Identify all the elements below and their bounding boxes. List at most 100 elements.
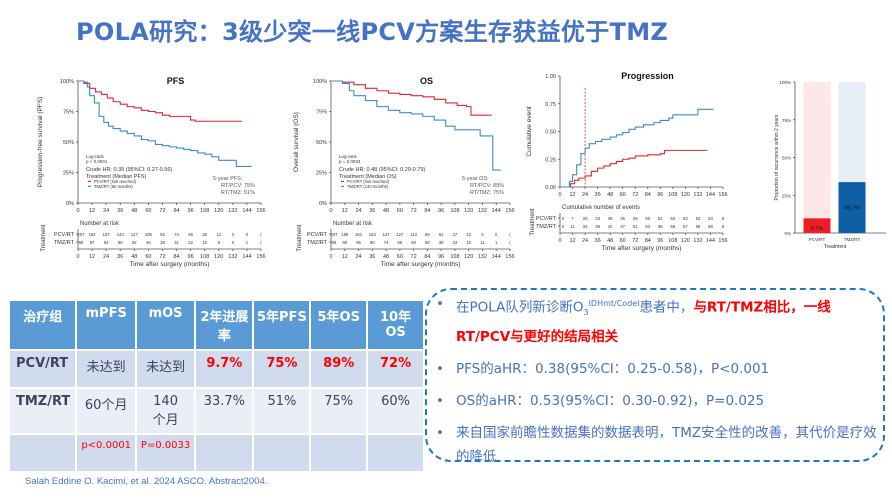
- x-tick-label: 156: [718, 192, 727, 198]
- x-tick-label: 84: [424, 208, 430, 214]
- bullet-emphasis: 与RT/TMZ相比，一线RT/PCV与更好的结局相关: [456, 299, 831, 346]
- chart-title: Progression: [621, 71, 674, 81]
- risk-x-tick-label: 132: [228, 254, 237, 260]
- header-cell: mOS: [134, 299, 197, 351]
- x-axis-label: Time after surgery (months): [602, 245, 682, 252]
- risk-x-tick-label: 24: [355, 254, 361, 260]
- series-line-tmz: [560, 108, 714, 188]
- risk-value: 64: [104, 240, 109, 245]
- risk-x-tick-label: 84: [173, 254, 179, 260]
- y-tick-label: 0.50: [545, 130, 556, 136]
- x-tick-label: 144: [706, 192, 715, 198]
- series-line-pcv: [560, 149, 708, 188]
- risk-value: 6: [232, 240, 235, 245]
- table-cell: 未达到: [134, 349, 197, 389]
- table-cell: [366, 433, 425, 473]
- bar-value-label: 33.7%: [844, 206, 860, 212]
- risk-value: 45: [620, 216, 625, 221]
- risk-value: 51: [633, 224, 638, 229]
- risk-x-tick-label: 36: [595, 238, 601, 244]
- risk-value: 3: [481, 232, 484, 237]
- table-cell: [309, 433, 369, 473]
- legend-title: Treatment (Median PFS): [86, 174, 146, 180]
- risk-value: 0: [495, 232, 498, 237]
- x-tick-label: 24: [355, 208, 361, 214]
- risk-value: 58: [696, 224, 701, 229]
- risk-value: 58: [708, 224, 713, 229]
- risk-x-tick-label: 144: [492, 254, 501, 260]
- x-tick-label: 36: [117, 208, 123, 214]
- risk-value: 143: [117, 232, 125, 237]
- y-tick-label: 25%: [63, 171, 74, 177]
- bullet-text: PFS的aHR：0.38(95%CI：0.25-0.58)，P<0.001: [456, 361, 770, 378]
- risk-x-tick-label: 48: [607, 238, 613, 244]
- risk-value: 199: [341, 232, 349, 237]
- x-axis-label: Time after surgery (months): [130, 261, 210, 268]
- risk-row-label: PCV/RT: [54, 232, 75, 238]
- risk-value: 5: [722, 216, 725, 221]
- callout-bullets: • 在POLA队列新诊断O3IDHmt/Codel患者中，与RT/TMZ相比，一…: [430, 292, 880, 477]
- risk-value: 87: [90, 240, 95, 245]
- y-tick-label: 50%: [316, 140, 327, 146]
- x-tick-label: 108: [200, 208, 209, 214]
- five-year-tmz: RT/TMZ: 51%: [221, 190, 255, 196]
- risk-row-label: TMZ/RT: [536, 224, 557, 230]
- risk-value: 46: [146, 240, 151, 245]
- risk-x-tick-label: 156: [718, 238, 727, 244]
- y-tick-label: 25%: [316, 171, 327, 177]
- bar-value-label: 9.7%: [811, 226, 824, 232]
- y-tick-label: 0%: [66, 201, 74, 207]
- x-tick-label: 60: [620, 192, 626, 198]
- risk-x-tick-label: 96: [188, 254, 194, 260]
- chart-title: PFS: [167, 76, 185, 86]
- risk-x-tick-label: 60: [145, 254, 151, 260]
- y-tick-label: 0%: [784, 231, 791, 236]
- legend-label: TMZ/RT (60 months): [94, 184, 133, 189]
- risk-value: (: [260, 240, 262, 245]
- x-tick-label: 156: [505, 208, 514, 214]
- risk-x-tick-label: 120: [681, 238, 690, 244]
- risk-value: (: [260, 232, 262, 237]
- risk-value: 53: [683, 216, 688, 221]
- risk-value: 39: [595, 224, 600, 229]
- progression-chart: Progression 0.00 0.25 0.50 0.75 1.00 Cumulativ…: [526, 71, 728, 252]
- y-tick-label: 100%: [60, 79, 74, 85]
- risk-value: 11: [570, 224, 575, 229]
- legend-label: PCV/RT (Not reached): [94, 179, 137, 184]
- hazard-ratio-label: Crude HR: 0.48 (95%CI: 0.29-0.79): [339, 167, 425, 173]
- risk-x-tick-label: 132: [478, 254, 487, 260]
- table-row: TMZ/RT 60个月 140个月 33.7% 51% 75% 60%: [7, 387, 425, 435]
- risk-table-title: Number at risk: [333, 221, 373, 227]
- table-row: PCV/RT 未达到 未达到 9.7% 75% 89% 72%: [7, 349, 425, 389]
- group-cell: PCV/RT: [7, 349, 78, 389]
- bullet-item: • PFS的aHR：0.38(95%CI：0.25-0.58)，P<0.001: [430, 357, 880, 381]
- five-year-title: 5-year PFS:: [213, 176, 243, 182]
- results-table: 治疗组 mPFS mOS 2年进展率 5年PFS 5年OS 10年OS PCV/…: [7, 299, 425, 473]
- x-tick-label: 120: [681, 192, 690, 198]
- table-cell: 未达到: [75, 349, 137, 389]
- group-cell: TMZ/RT: [7, 387, 78, 435]
- series-line-pcv: [78, 80, 243, 122]
- p-value-cell: P=0.0033: [134, 433, 197, 473]
- risk-x-tick-label: 108: [200, 254, 209, 260]
- risk-x-tick-label: 36: [117, 254, 123, 260]
- risk-value: 56: [671, 224, 676, 229]
- risk-x-tick-label: 72: [159, 254, 165, 260]
- table-cell: 75%: [309, 387, 369, 435]
- table-row: p<0.0001 P=0.0033: [7, 433, 425, 473]
- y-tick-label: 0.00: [545, 185, 556, 191]
- y-tick-label: 25%: [782, 193, 791, 198]
- x-tick-label: 144: [242, 208, 251, 214]
- risk-value: 0: [562, 224, 565, 229]
- risk-x-tick-label: 156: [256, 254, 265, 260]
- logrank-label: Log-rank: [86, 154, 105, 159]
- x-tick-label: 48: [383, 208, 389, 214]
- risk-value: 53: [671, 216, 676, 221]
- risk-value: 105: [145, 232, 153, 237]
- risk-value: 31: [174, 240, 179, 245]
- risk-x-tick-label: 84: [645, 238, 651, 244]
- x-tick-label: 36: [369, 208, 375, 214]
- y-tick-label: 100%: [779, 80, 791, 85]
- five-year-tmz: RT/TMZ: 75%: [470, 190, 504, 196]
- legend-title: Treatment (Median OS): [339, 174, 397, 180]
